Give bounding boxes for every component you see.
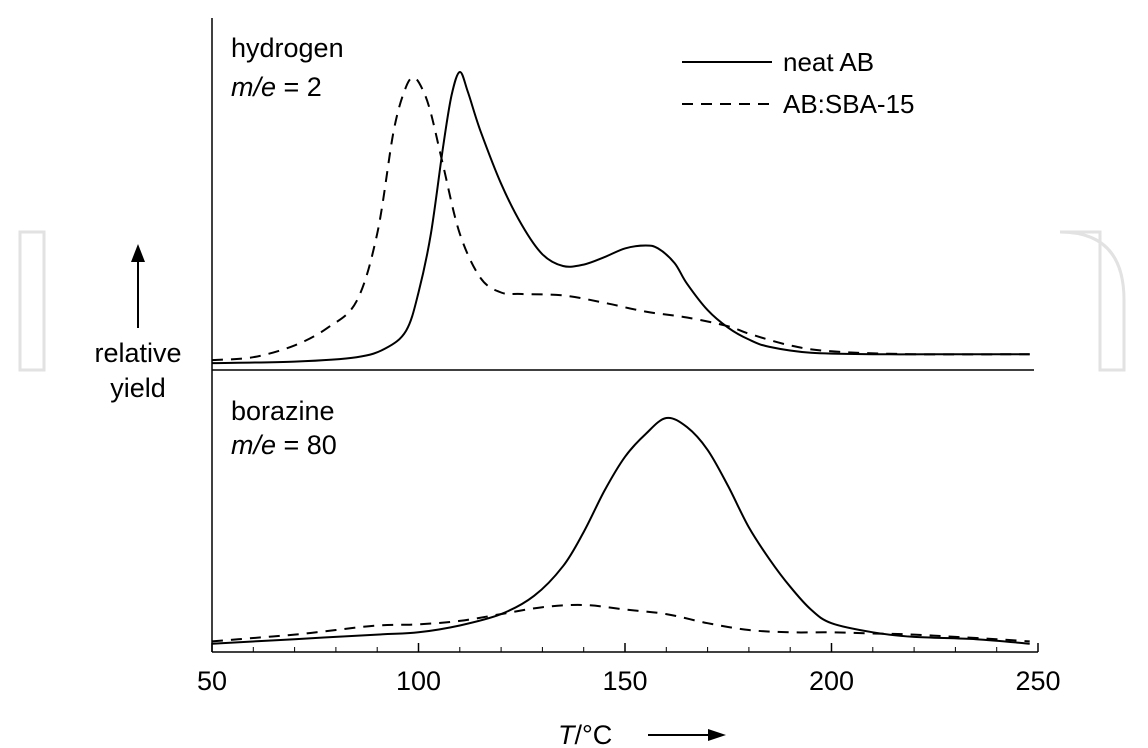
borazine-panel-title: borazine [231,396,335,426]
hydrogen-lines [211,71,1030,365]
x-ticks: 50 100 150 200 250 [197,643,1061,696]
x-arrow-head [708,729,726,741]
legend-label-neat-ab: neat AB [783,47,874,77]
x-tick-label-150: 150 [602,666,647,696]
x-tick-label-250: 250 [1015,666,1060,696]
y-arrow-head [131,244,145,262]
legend-label-ab-sba15: AB:SBA-15 [783,89,915,119]
y-axis-label-line2: yield [110,373,166,403]
hydrogen-series-neat-ab [211,71,1030,365]
x-tick-label-50: 50 [197,666,227,696]
hydrogen-mass-label: m/e = 2 [231,72,322,102]
borazine-series-neat-ab [211,416,1030,645]
hydrogen-series-ab-sba15 [211,76,1030,362]
x-tick-label-200: 200 [809,666,854,696]
x-tick-label-100: 100 [396,666,441,696]
y-axis-label-line1: relative [94,338,181,368]
borazine-series-ab-sba15 [211,603,1030,643]
hydrogen-panel-title: hydrogen [231,33,344,63]
legend: neat AB AB:SBA-15 [682,47,915,119]
borazine-lines [211,416,1030,645]
x-axis-label: T/°C [558,720,612,748]
borazine-mass-label: m/e = 80 [231,430,337,460]
